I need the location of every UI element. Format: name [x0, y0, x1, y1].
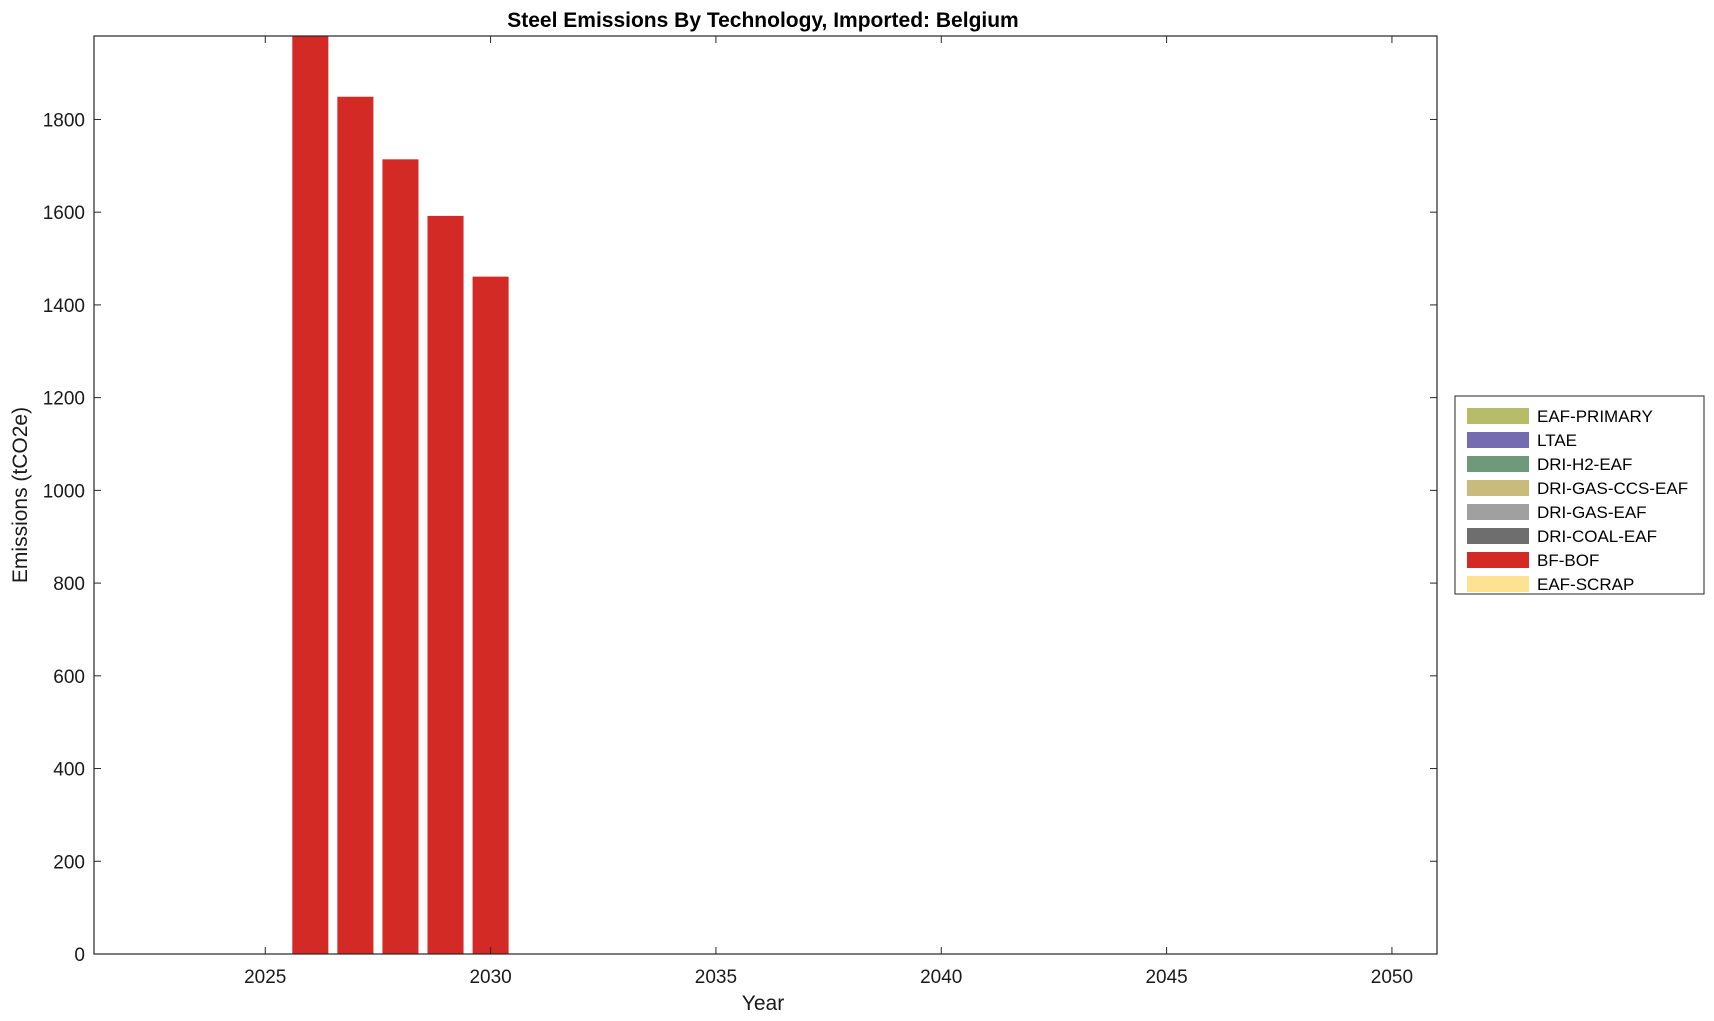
y-tick-label: 400: [53, 760, 85, 781]
y-tick-label: 0: [74, 945, 85, 966]
y-tick-label: 1800: [43, 110, 85, 131]
legend-label-dri-gas-eaf: DRI-GAS-EAF: [1537, 503, 1647, 522]
bar-bf-bof-2028: [382, 159, 419, 954]
legend-swatch-dri-gas-eaf: [1467, 504, 1529, 520]
y-axis-label: Emissions (tCO2e): [9, 407, 32, 583]
bar-bf-bof-2026: [292, 36, 329, 954]
legend-label-dri-h2-eaf: DRI-H2-EAF: [1537, 455, 1632, 474]
legend-swatch-dri-h2-eaf: [1467, 456, 1529, 472]
chart-title: Steel Emissions By Technology, Imported:…: [507, 9, 1018, 32]
legend-swatch-eaf-primary: [1467, 408, 1529, 424]
legend-swatch-ltae: [1467, 432, 1529, 448]
y-tick-label: 800: [53, 574, 85, 595]
legend-swatch-bf-bof: [1467, 552, 1529, 568]
bars-group: [292, 36, 509, 954]
x-tick-label: 2050: [1371, 967, 1413, 988]
x-axis-label: Year: [742, 992, 784, 1015]
plot-frame: [93, 35, 1438, 955]
legend-swatch-eaf-scrap: [1467, 576, 1529, 592]
legend-swatch-dri-coal-eaf: [1467, 528, 1529, 544]
legend-label-dri-gas-ccs-eaf: DRI-GAS-CCS-EAF: [1537, 479, 1688, 498]
legend-label-eaf-scrap: EAF-SCRAP: [1537, 575, 1634, 594]
y-tick-label: 1200: [43, 389, 85, 410]
y-tick-label: 1400: [43, 296, 85, 317]
legend-label-dri-coal-eaf: DRI-COAL-EAF: [1537, 527, 1657, 546]
legend-label-eaf-primary: EAF-PRIMARY: [1537, 407, 1653, 426]
legend-label-bf-bof: BF-BOF: [1537, 551, 1599, 570]
ticks-group: 2025 2030 2035 2040 2045 2050 0 200 400 600 800 100…: [43, 36, 1437, 988]
legend-swatch-dri-gas-ccs-eaf: [1467, 480, 1529, 496]
x-tick-label: 2045: [1145, 967, 1187, 988]
x-tick-label: 2025: [244, 967, 286, 988]
y-tick-label: 1600: [43, 203, 85, 224]
x-tick-label: 2035: [695, 967, 737, 988]
legend-label-ltae: LTAE: [1537, 431, 1577, 450]
bar-bf-bof-2027: [337, 96, 374, 954]
y-tick-label: 1000: [43, 481, 85, 502]
x-tick-label: 2030: [469, 967, 511, 988]
legend: EAF-PRIMARY LTAE DRI-H2-EAF DRI-GAS-CCS-EAF…: [1454, 395, 1705, 595]
bar-bf-bof-2030: [472, 276, 509, 954]
bar-bf-bof-2029: [427, 215, 464, 954]
x-tick-label: 2040: [920, 967, 962, 988]
y-tick-label: 600: [53, 667, 85, 688]
y-tick-label: 200: [53, 852, 85, 873]
